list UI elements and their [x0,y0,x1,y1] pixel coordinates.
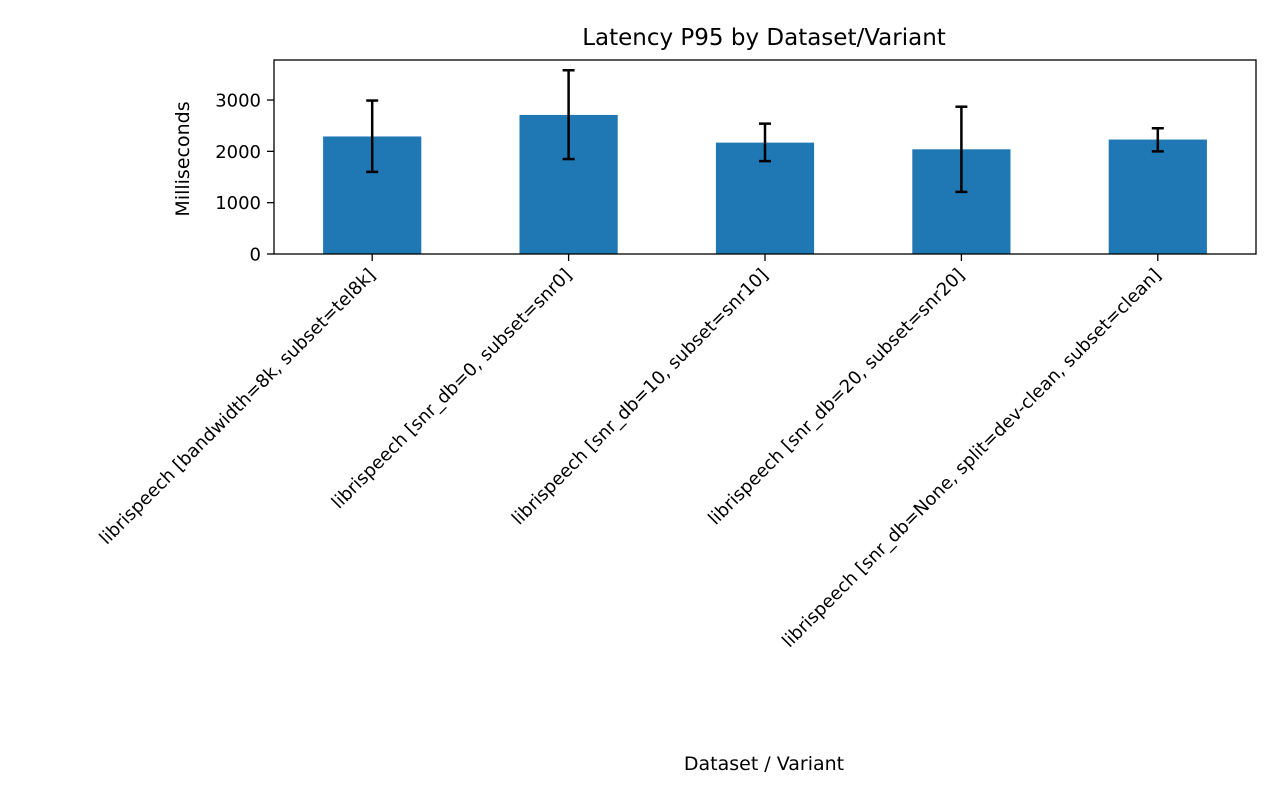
x-axis: librispeech [bandwidth=8k, subset=tel8k]… [95,254,1165,652]
y-tick-label-2: 2000 [215,142,261,163]
y-tick-label-0: 0 [250,245,261,266]
y-tick-label-3: 3000 [215,91,261,112]
y-axis: 0 1000 2000 3000 [215,91,274,266]
error-bars-group [366,69,1164,194]
error-bar-0 [366,99,379,174]
y-tick-label-1: 1000 [215,193,261,214]
error-bar-1 [562,69,575,161]
x-tick-label-1: librispeech [snr_db=0, subset=snr0] [328,265,576,513]
error-bar-4 [1151,127,1164,153]
x-tick-label-4: librispeech [snr_db=None, split=dev-clea… [778,265,1165,652]
error-bar-2 [759,122,771,163]
y-axis-label: Milliseconds [172,101,194,216]
bar-4 [1108,139,1207,254]
chart-title: Latency P95 by Dataset/Variant [582,25,946,51]
x-axis-label: Dataset / Variant [684,753,844,775]
error-bar-3 [955,105,968,194]
